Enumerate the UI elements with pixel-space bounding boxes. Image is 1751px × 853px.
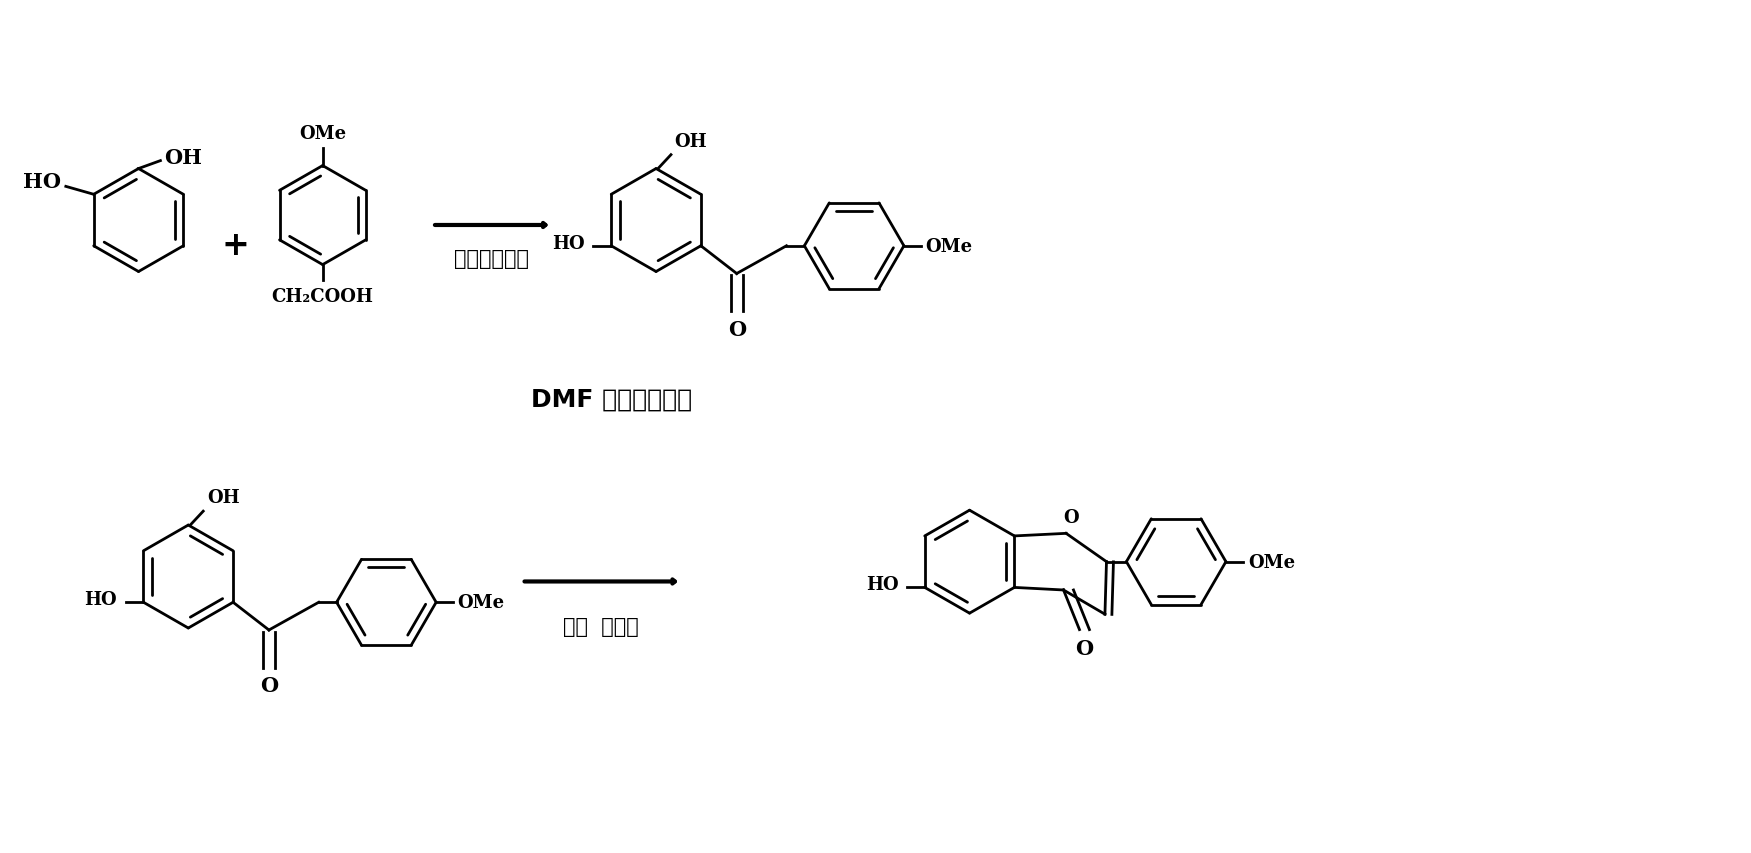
Text: HO: HO [84, 590, 117, 608]
Text: OMe: OMe [299, 125, 347, 142]
Text: OH: OH [207, 489, 240, 507]
Text: O: O [1063, 508, 1079, 526]
Text: 咀啊  冰醚酸: 咀啊 冰醚酸 [564, 617, 639, 636]
Text: CH₂COOH: CH₂COOH [271, 288, 373, 306]
Text: O: O [259, 676, 278, 696]
Text: HO: HO [552, 235, 585, 252]
Text: OH: OH [674, 133, 707, 151]
Text: +: + [221, 229, 249, 262]
Text: DMF 原甲酸三乙酯: DMF 原甲酸三乙酯 [531, 386, 692, 411]
Text: HO: HO [23, 172, 61, 192]
Text: 三氟化硟乙醚: 三氟化硟乙醚 [454, 248, 529, 269]
Text: O: O [728, 320, 746, 339]
Text: OH: OH [165, 148, 203, 167]
Text: OMe: OMe [457, 594, 504, 612]
Text: HO: HO [867, 576, 900, 594]
Text: OMe: OMe [925, 237, 972, 256]
Text: OMe: OMe [1248, 553, 1296, 571]
Text: O: O [1075, 639, 1093, 659]
